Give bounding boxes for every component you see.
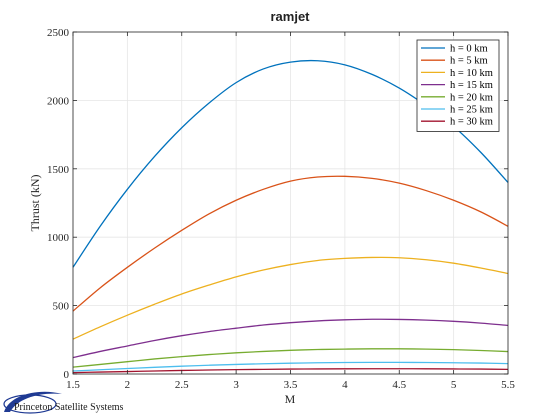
x-tick-label: 4.5 <box>392 379 406 391</box>
y-tick-label: 1500 <box>47 164 70 176</box>
y-axis-label: Thrust (kN) <box>28 175 42 232</box>
chart-title: ramjet <box>270 9 310 24</box>
princeton-satellite-systems-logo: Princeton Satellite Systems <box>3 391 124 414</box>
legend-label: h = 5 km <box>450 56 488 67</box>
y-tick-label: 2500 <box>47 27 70 39</box>
x-tick-label: 2 <box>125 379 131 391</box>
logo-text: Princeton Satellite Systems <box>14 402 124 413</box>
x-tick-label: 3.5 <box>284 379 298 391</box>
legend-label: h = 0 km <box>450 44 488 55</box>
legend-box <box>416 39 500 132</box>
y-tick-label: 2000 <box>47 95 70 107</box>
x-tick-label: 1.5 <box>66 379 80 391</box>
legend-label: h = 25 km <box>450 105 493 116</box>
x-tick-label: 2.5 <box>175 379 189 391</box>
series-line-2 <box>72 256 509 340</box>
legend-label: h = 30 km <box>450 117 493 128</box>
x-tick-label: 4 <box>342 379 348 391</box>
legend: h = 0 kmh = 5 kmh = 10 kmh = 15 kmh = 20… <box>416 39 500 132</box>
logo-orbit-icon <box>3 394 57 414</box>
y-tick-label: 500 <box>53 301 70 313</box>
series-line-4 <box>72 348 509 368</box>
legend-label: h = 15 km <box>450 80 493 91</box>
series-line-1 <box>72 175 509 312</box>
y-tick-label: 0 <box>64 369 70 381</box>
x-axis-label: M <box>285 392 296 406</box>
x-tick-label: 5.5 <box>501 379 515 391</box>
series-lines <box>72 59 509 374</box>
x-tick-label: 3 <box>233 379 239 391</box>
legend-label: h = 10 km <box>450 68 493 79</box>
y-tick-label: 1000 <box>47 232 70 244</box>
series-line-5 <box>72 361 509 372</box>
legend-label: h = 20 km <box>450 92 493 103</box>
series-line-3 <box>72 318 509 359</box>
plot-area: 1.5 2 2.5 3 3.5 4 4.5 5 5.505001000150020002500 … <box>47 27 515 391</box>
x-tick-label: 5 <box>451 379 457 391</box>
ticks: 1.5 2 2.5 3 3.5 4 4.5 5 5.5 0 500 1000 1500 2000 2500 <box>47 27 515 391</box>
series-line-6 <box>72 368 509 374</box>
